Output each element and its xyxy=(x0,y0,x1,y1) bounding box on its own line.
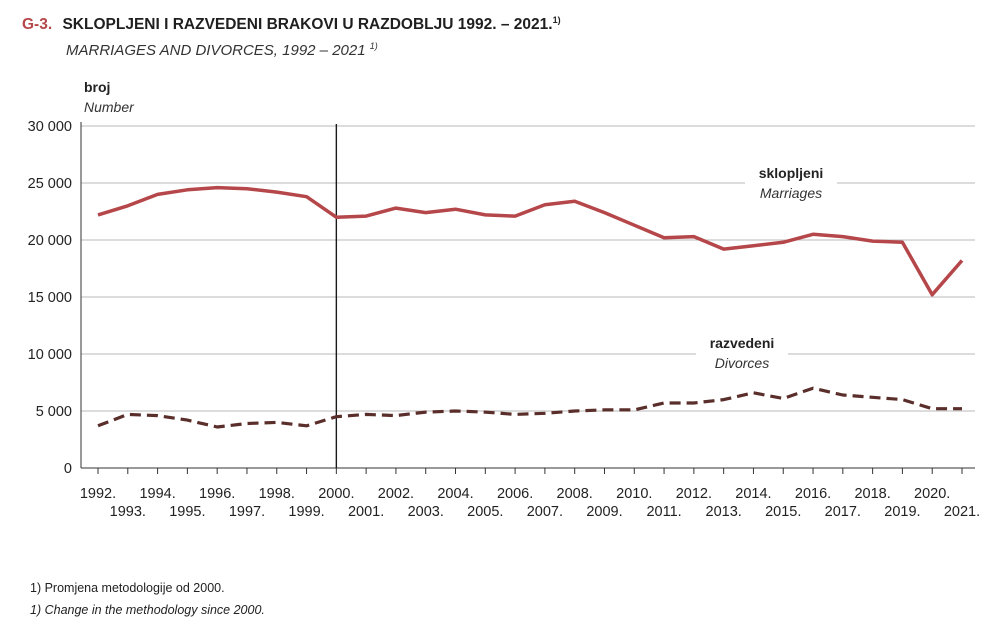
footnote-hr: 1) Promjena metodologije od 2000. xyxy=(30,581,225,595)
chart-subtitle-text: MARRIAGES AND DIVORCES, 1992 – 2021 xyxy=(66,42,366,59)
y-tick-label: 30 000 xyxy=(28,119,72,135)
x-tick-label: 2010. xyxy=(616,486,652,502)
x-tick-label: 2014. xyxy=(735,486,771,502)
series-label-background xyxy=(696,331,788,375)
x-tick-label: 1996. xyxy=(199,486,235,502)
series-label-divorces: razvedeni xyxy=(710,335,775,351)
chart-subtitle: MARRIAGES AND DIVORCES, 1992 – 2021 1) xyxy=(66,41,378,60)
x-tick-label: 2007. xyxy=(527,504,563,520)
x-tick-label: 2008. xyxy=(557,486,593,502)
x-tick-label: 2016. xyxy=(795,486,831,502)
x-tick-label: 2002. xyxy=(378,486,414,502)
x-tick-label: 2018. xyxy=(854,486,890,502)
x-tick-label: 1992. xyxy=(80,486,116,502)
x-tick-label: 2021. xyxy=(944,504,980,520)
y-tick-label: 15 000 xyxy=(28,290,72,306)
series-label-marriages: sklopljeni xyxy=(759,165,824,181)
series-line-divorces xyxy=(97,386,962,429)
y-tick-label: 25 000 xyxy=(28,176,72,192)
x-tick-label: 2000. xyxy=(318,486,354,502)
x-tick-label: 1998. xyxy=(259,486,295,502)
x-tick-label: 1997. xyxy=(229,504,265,520)
x-tick-label: 2003. xyxy=(408,504,444,520)
x-tick-label: 2019. xyxy=(884,504,920,520)
series-label-background xyxy=(745,161,837,205)
y-axis-label: broj xyxy=(84,79,111,95)
x-tick-label: 2015. xyxy=(765,504,801,520)
x-tick-label: 1993. xyxy=(110,504,146,520)
x-tick-label: 1999. xyxy=(288,504,324,520)
title-footnote-mark: 1) xyxy=(552,14,561,25)
x-tick-label: 2009. xyxy=(586,504,622,520)
chart-code: G-3. xyxy=(22,16,53,33)
subtitle-footnote-mark: 1) xyxy=(369,41,378,51)
x-tick-label: 2001. xyxy=(348,504,384,520)
y-tick-label: 0 xyxy=(64,461,72,477)
chart-title: G-3. SKLOPLJENI I RAZVEDENI BRAKOVI U RA… xyxy=(22,14,561,34)
y-tick-label: 20 000 xyxy=(28,233,72,249)
chart-title-text: SKLOPLJENI I RAZVEDENI BRAKOVI U RAZDOBL… xyxy=(62,16,553,33)
y-tick-label: 10 000 xyxy=(28,347,72,363)
y-axis-label-en: Number xyxy=(84,99,134,115)
x-tick-label: 2020. xyxy=(914,486,950,502)
x-tick-label: 2005. xyxy=(467,504,503,520)
x-tick-label: 2004. xyxy=(437,486,473,502)
series-label-marriages-en: Marriages xyxy=(760,185,822,201)
series-label-divorces-en: Divorces xyxy=(715,355,769,371)
x-tick-label: 2012. xyxy=(676,486,712,502)
x-tick-label: 1994. xyxy=(139,486,175,502)
x-tick-label: 2006. xyxy=(497,486,533,502)
y-tick-label: 5 000 xyxy=(36,404,72,420)
x-tick-label: 1995. xyxy=(169,504,205,520)
x-tick-label: 2013. xyxy=(706,504,742,520)
chart-plot: 0 5 000 10 000 15 000 20 000 25 000 30 000 1992… xyxy=(28,119,981,520)
x-tick-label: 2017. xyxy=(825,504,861,520)
series-line-marriages xyxy=(97,185,964,297)
x-tick-label: 2011. xyxy=(646,504,681,520)
footnote-en: 1) Change in the methodology since 2000. xyxy=(30,603,265,617)
